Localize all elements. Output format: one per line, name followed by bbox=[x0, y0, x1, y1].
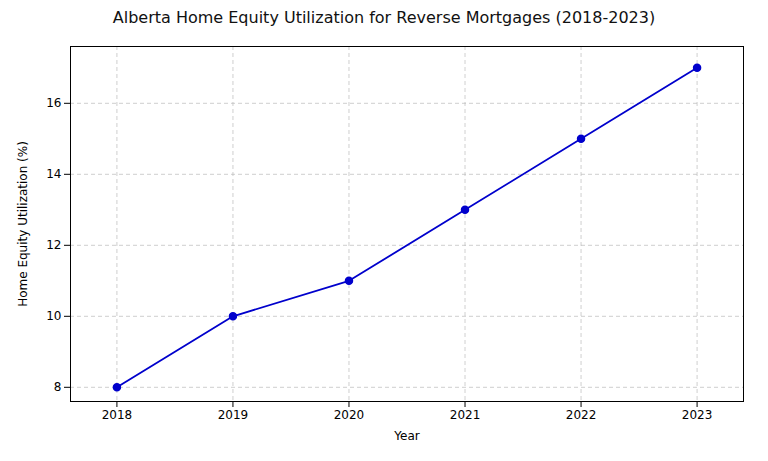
svg-text:10: 10 bbox=[46, 309, 61, 323]
svg-text:2023: 2023 bbox=[682, 408, 713, 422]
svg-text:12: 12 bbox=[46, 238, 61, 252]
svg-text:8: 8 bbox=[54, 380, 62, 394]
svg-text:Home Equity Utilization (%): Home Equity Utilization (%) bbox=[16, 141, 30, 307]
svg-text:2022: 2022 bbox=[566, 408, 597, 422]
svg-text:14: 14 bbox=[46, 167, 61, 181]
svg-text:2021: 2021 bbox=[450, 408, 481, 422]
svg-text:2018: 2018 bbox=[102, 408, 133, 422]
svg-text:2019: 2019 bbox=[218, 408, 249, 422]
svg-text:Year: Year bbox=[393, 429, 419, 443]
html-text:Alberta Home Equity Utilizatio: Alberta Home Equity Utilization for Reve… bbox=[112, 8, 656, 27]
svg-text:16: 16 bbox=[46, 96, 61, 110]
svg-text:2020: 2020 bbox=[334, 408, 365, 422]
